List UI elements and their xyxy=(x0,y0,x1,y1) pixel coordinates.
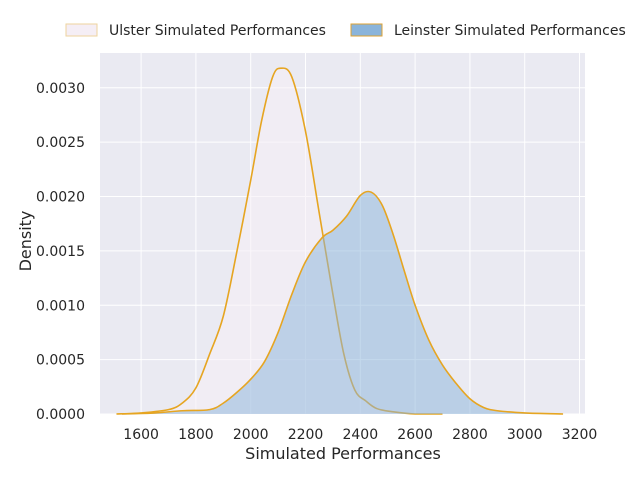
density-areas xyxy=(116,67,564,415)
x-tick-label: 2200 xyxy=(288,427,324,443)
y-tick-label: 0.0020 xyxy=(36,190,85,206)
x-tick-label: 3000 xyxy=(507,427,543,443)
y-tick-label: 0.0015 xyxy=(36,244,85,260)
density-line-leinster xyxy=(121,190,564,415)
y-tick-label: 0.0025 xyxy=(36,135,85,151)
x-axis-label: Simulated Performances xyxy=(245,444,441,463)
x-tick-label: 2400 xyxy=(342,427,378,443)
y-tick-label: 0.0000 xyxy=(36,407,85,423)
y-axis-label: Density xyxy=(16,211,35,272)
y-tick-label: 0.0010 xyxy=(36,298,85,314)
legend-swatch-ulster xyxy=(65,23,98,37)
density-area-ulster xyxy=(116,68,443,415)
legend: Ulster Simulated Performances Leinster S… xyxy=(65,23,626,39)
x-axis: 1600 1800 2000 2200 2400 2600 2800 3000 3200 xyxy=(123,427,597,443)
legend-swatch-leinster xyxy=(350,23,383,37)
x-tick-label: 2600 xyxy=(397,427,433,443)
y-tick-label: 0.0005 xyxy=(36,353,85,369)
density-area-leinster xyxy=(121,191,564,414)
legend-label-leinster: Leinster Simulated Performances xyxy=(394,23,626,39)
legend-label-ulster: Ulster Simulated Performances xyxy=(109,23,326,39)
x-tick-label: 2800 xyxy=(452,427,488,443)
x-tick-label: 1800 xyxy=(178,427,214,443)
y-tick-label: 0.0030 xyxy=(36,81,85,97)
x-tick-label: 1600 xyxy=(123,427,159,443)
x-tick-label: 3200 xyxy=(562,427,598,443)
y-axis: 0.0000 0.0005 0.0010 0.0015 0.0020 0.0025 0.00… xyxy=(36,81,85,423)
x-tick-label: 2000 xyxy=(233,427,269,443)
